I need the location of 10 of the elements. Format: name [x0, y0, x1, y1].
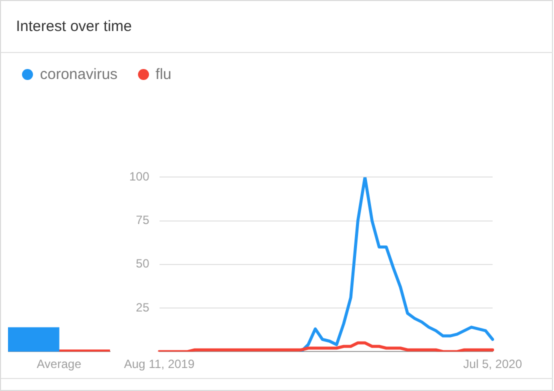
- y-tick-label: 25: [136, 300, 150, 314]
- y-tick-label: 100: [129, 170, 150, 184]
- x-tick-label: Aug 11, 2019: [124, 357, 195, 372]
- legend-label: flu: [156, 66, 172, 83]
- y-tick-label: 75: [136, 213, 150, 228]
- chart-title: Interest over time: [16, 18, 132, 35]
- y-tick-label: 50: [136, 256, 150, 271]
- legend-label: coronavirus: [40, 66, 118, 83]
- x-tick-label: Jul 5, 2020: [463, 357, 522, 372]
- x-tick-label: Average: [36, 357, 82, 372]
